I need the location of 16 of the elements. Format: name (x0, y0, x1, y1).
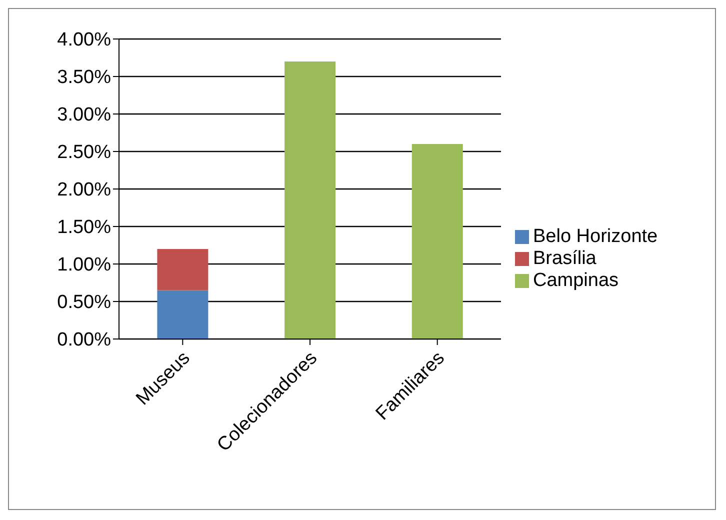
bar (412, 144, 463, 339)
bar (157, 290, 208, 339)
y-tick-label: 4.00% (57, 30, 112, 51)
y-tick-label: 3.00% (57, 104, 112, 126)
y-tick-label: 1.50% (57, 217, 112, 238)
legend-label: Campinas (533, 270, 619, 291)
y-tick-label: 2.50% (57, 142, 112, 164)
y-tick-label: 1.00% (57, 254, 112, 276)
legend-label: Brasília (533, 248, 596, 269)
bar (284, 62, 336, 339)
y-tick-label: 0.50% (57, 292, 112, 314)
y-tick-label: 0.00% (57, 330, 112, 351)
y-tick-label: 2.00% (57, 180, 112, 201)
legend-label: Belo Horizonte (533, 226, 658, 247)
y-tick-label: 3.50% (57, 67, 112, 88)
bar (157, 249, 208, 290)
